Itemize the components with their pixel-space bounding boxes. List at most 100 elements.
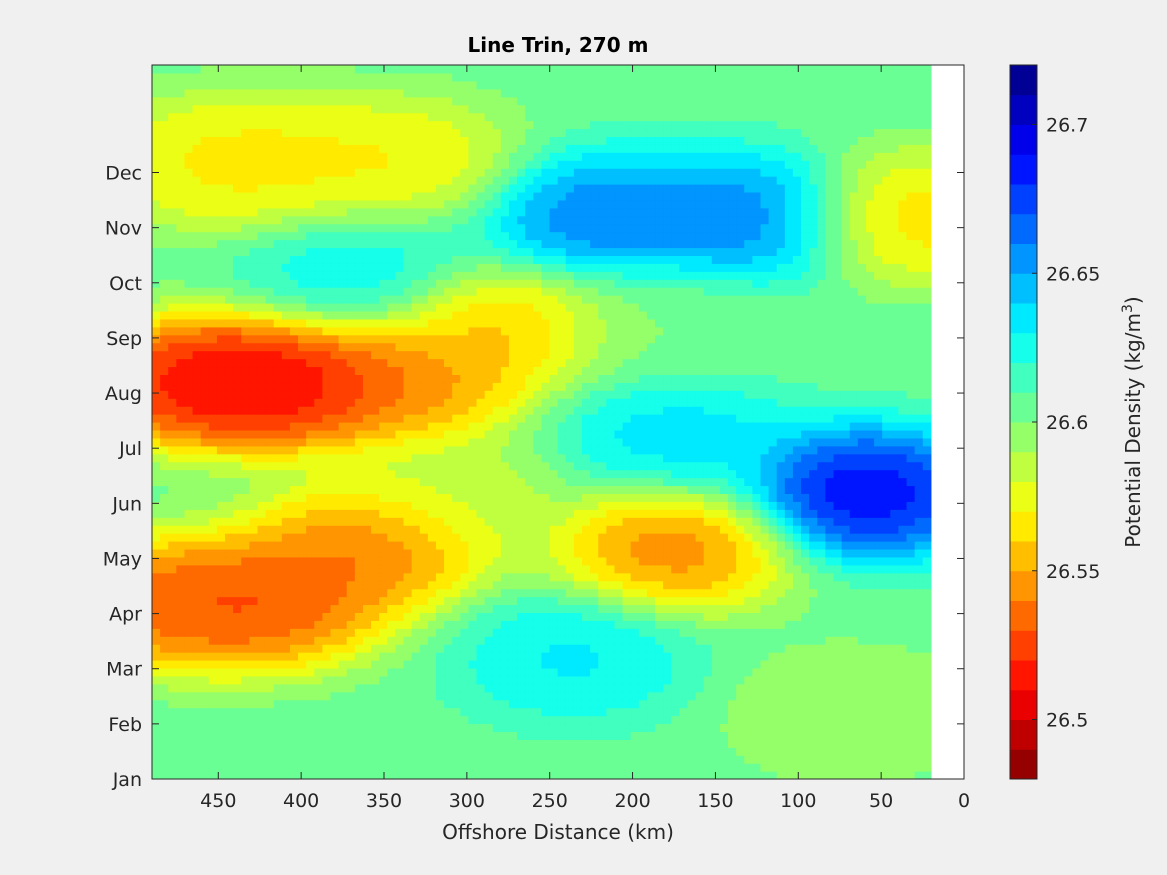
density-cell <box>427 771 437 779</box>
density-cell <box>427 652 437 661</box>
density-cell <box>857 580 867 590</box>
density-cell <box>216 723 226 732</box>
density-cell <box>590 596 599 606</box>
density-cell <box>590 414 599 423</box>
density-cell <box>719 683 729 693</box>
density-cell <box>500 445 510 455</box>
density-cell <box>330 556 340 566</box>
density-cell <box>590 691 599 701</box>
density-cell <box>792 755 802 764</box>
density-cell <box>330 477 340 487</box>
density-cell <box>452 445 461 455</box>
density-cell <box>776 715 786 725</box>
density-cell <box>533 683 543 693</box>
density-cell <box>914 675 924 685</box>
density-cell <box>314 422 323 431</box>
density-cell <box>890 771 899 779</box>
density-cell <box>614 374 624 383</box>
density-cell <box>760 485 770 494</box>
density-cell <box>403 437 413 447</box>
density-cell <box>484 429 494 439</box>
density-cell <box>289 437 299 447</box>
density-cell <box>460 541 470 550</box>
density-cell <box>922 406 932 415</box>
density-cell <box>492 501 502 510</box>
density-cell <box>541 636 551 645</box>
density-cell <box>809 366 818 375</box>
density-cell <box>200 485 210 494</box>
density-cell <box>882 580 891 590</box>
density-cell <box>573 612 583 621</box>
density-cell <box>752 366 762 375</box>
density-cell <box>533 596 543 606</box>
density-cell <box>865 572 875 582</box>
density-cell <box>249 580 259 590</box>
density-cell <box>525 564 534 574</box>
density-cell <box>533 437 543 447</box>
density-cell <box>614 437 624 447</box>
density-cell <box>549 406 559 415</box>
density-cell <box>192 675 202 685</box>
density-cell <box>460 683 470 693</box>
density-cell <box>403 572 413 582</box>
density-cell <box>241 548 250 558</box>
density-cell <box>208 660 218 669</box>
density-cell <box>922 493 932 502</box>
density-cell <box>508 509 518 518</box>
density-cell <box>841 390 851 399</box>
density-cell <box>711 596 721 606</box>
density-cell <box>728 636 737 645</box>
density-cell <box>825 485 835 494</box>
density-cell <box>208 763 218 772</box>
density-cell <box>898 493 908 502</box>
density-cell <box>557 604 567 613</box>
density-cell <box>435 652 445 661</box>
density-cell <box>492 667 502 677</box>
density-cell <box>671 517 680 526</box>
density-cell <box>719 707 729 717</box>
density-cell <box>452 398 461 407</box>
density-cell <box>265 390 275 399</box>
density-cell <box>379 723 388 732</box>
density-cell <box>160 683 169 693</box>
density-cell <box>517 382 526 391</box>
density-cell <box>492 739 502 748</box>
density-cell <box>882 485 891 494</box>
density-cell <box>679 747 689 756</box>
density-cell <box>638 485 648 494</box>
density-cell <box>598 564 607 574</box>
density-cell <box>565 715 575 725</box>
density-cell <box>573 414 583 423</box>
density-cell <box>225 485 234 494</box>
density-cell <box>338 453 348 463</box>
density-cell <box>517 596 526 606</box>
density-cell <box>346 414 356 423</box>
density-cell <box>500 564 510 574</box>
density-cell <box>371 660 380 669</box>
density-cell <box>476 675 486 685</box>
density-cell <box>468 675 478 685</box>
density-cell <box>387 652 396 661</box>
density-cell <box>200 675 210 685</box>
density-cell <box>517 771 526 779</box>
density-cell <box>208 398 218 407</box>
density-cell <box>208 620 218 629</box>
density-cell <box>216 596 226 606</box>
density-cell <box>541 445 551 455</box>
density-cell <box>646 564 656 574</box>
density-cell <box>849 723 859 732</box>
density-cell <box>874 406 883 415</box>
density-cell <box>581 691 591 701</box>
density-cell <box>752 461 762 471</box>
density-cell <box>719 517 729 526</box>
density-cell <box>379 437 388 447</box>
density-cell <box>549 453 559 463</box>
density-cell <box>419 620 429 629</box>
density-cell <box>176 469 186 479</box>
density-cell <box>265 683 275 693</box>
density-cell <box>719 763 729 772</box>
density-cell <box>833 366 843 375</box>
density-cell <box>306 675 315 685</box>
density-cell <box>419 739 429 748</box>
density-cell <box>289 715 299 725</box>
